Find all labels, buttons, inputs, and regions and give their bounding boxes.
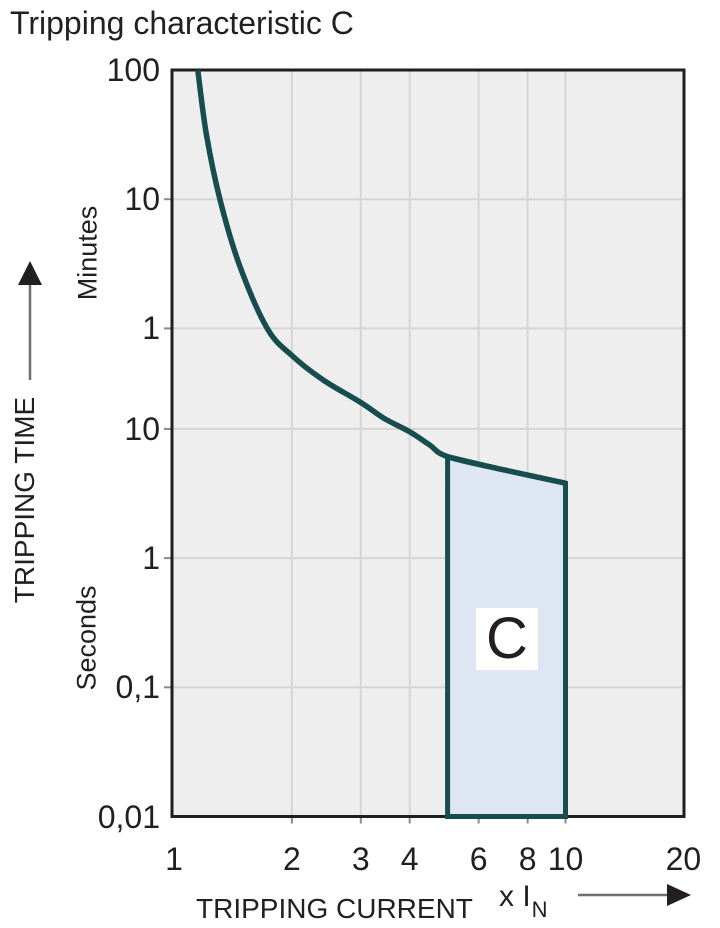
x-tick-label: 6	[469, 841, 488, 877]
x-tick-label: 10	[547, 841, 584, 877]
x-axis-unit-subscript: N	[531, 897, 548, 922]
x-axis-arrow-icon	[578, 884, 691, 906]
page-title: Tripping characteristic C	[10, 5, 354, 41]
region-c-label-box: C	[476, 608, 538, 670]
y-axis-unit-seconds: Seconds	[71, 585, 102, 691]
x-axis-unit-prefix: x I	[499, 880, 531, 913]
x-tick-label: 4	[400, 841, 419, 877]
y-axis-unit-minutes: Minutes	[72, 205, 103, 301]
plot-frame	[170, 68, 686, 818]
y-axis-title: TRIPPING TIME	[9, 396, 40, 604]
y-tick-label: 10	[124, 181, 160, 218]
x-tick-label: 3	[351, 841, 370, 877]
tripping-curve	[195, 69, 567, 486]
x-tick-label: 8	[518, 841, 537, 877]
x-tick-label: 20	[665, 841, 702, 877]
y-tick-label: 1	[142, 310, 160, 347]
y-tick-label: 10	[124, 410, 160, 447]
x-tick-label: 2	[282, 841, 301, 877]
y-axis-arrow-icon	[18, 261, 42, 380]
x-axis-title: TRIPPING CURRENT	[196, 893, 473, 924]
y-tick-label: 1	[142, 540, 160, 577]
x-tick-label: 1	[165, 841, 183, 877]
region-c-label: C	[486, 606, 528, 671]
y-tick-label: 0,1	[115, 669, 160, 706]
y-tick-label: 100	[106, 52, 160, 88]
y-tick-label: 0,01	[97, 798, 160, 835]
x-axis-unit: x IN	[499, 880, 548, 922]
